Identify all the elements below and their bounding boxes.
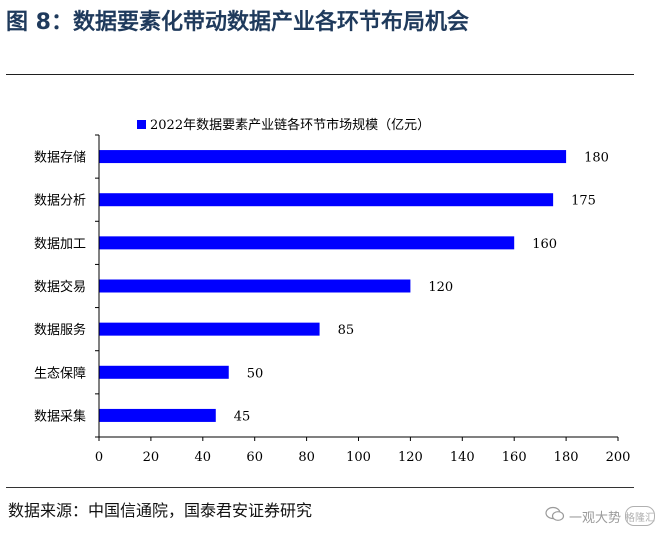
data-label: 85 xyxy=(338,323,355,338)
bar-1 xyxy=(99,193,554,207)
x-tick-label: 0 xyxy=(95,450,103,465)
x-tick-label: 20 xyxy=(143,450,160,465)
category-label: 数据存储 xyxy=(34,151,86,166)
x-tick-label: 160 xyxy=(502,450,527,465)
data-label: 50 xyxy=(247,366,264,381)
category-label: 数据服务 xyxy=(34,322,86,338)
watermark-brand: 一观大势 xyxy=(568,510,621,526)
category-label: 数据分析 xyxy=(34,194,86,209)
wechat-icon xyxy=(545,506,565,526)
data-label: 45 xyxy=(234,409,251,424)
x-tick-label: 200 xyxy=(606,450,631,465)
legend-label: 2022年数据要素产业链各环节市场规模（亿元） xyxy=(150,117,430,133)
bar-2 xyxy=(99,236,515,250)
bar-4 xyxy=(99,322,320,336)
bar-6 xyxy=(99,408,216,422)
x-tick-label: 80 xyxy=(298,450,315,465)
top-divider xyxy=(6,74,634,75)
data-label: 175 xyxy=(571,194,596,209)
figure-title: 图 8：数据要素化带动数据产业各环节布局机会 xyxy=(6,10,469,35)
bar-3 xyxy=(99,279,411,293)
category-label: 数据交易 xyxy=(34,279,86,295)
legend-swatch xyxy=(137,120,146,129)
data-label: 160 xyxy=(532,237,557,252)
x-tick-label: 180 xyxy=(554,450,579,465)
category-label: 数据加工 xyxy=(34,237,86,252)
bar-0 xyxy=(99,150,567,164)
bar-5 xyxy=(99,365,229,379)
x-tick-label: 140 xyxy=(450,450,475,465)
x-tick-label: 40 xyxy=(195,450,212,465)
category-label: 生态保障 xyxy=(34,366,86,381)
bottom-divider xyxy=(6,487,634,488)
data-label: 120 xyxy=(428,280,453,295)
data-label: 180 xyxy=(584,151,609,166)
x-tick-label: 120 xyxy=(398,450,423,465)
gelonghui-logo: 格隆汇 xyxy=(625,506,655,526)
x-tick-label: 100 xyxy=(346,450,371,465)
source-note: 数据来源：中国信通院，国泰君安证券研究 xyxy=(8,501,313,520)
watermark: 一观大势 格隆汇 xyxy=(545,506,655,526)
category-label: 数据采集 xyxy=(34,408,86,424)
watermark-logo-text: 格隆汇 xyxy=(625,512,655,524)
x-tick-label: 60 xyxy=(246,450,263,465)
